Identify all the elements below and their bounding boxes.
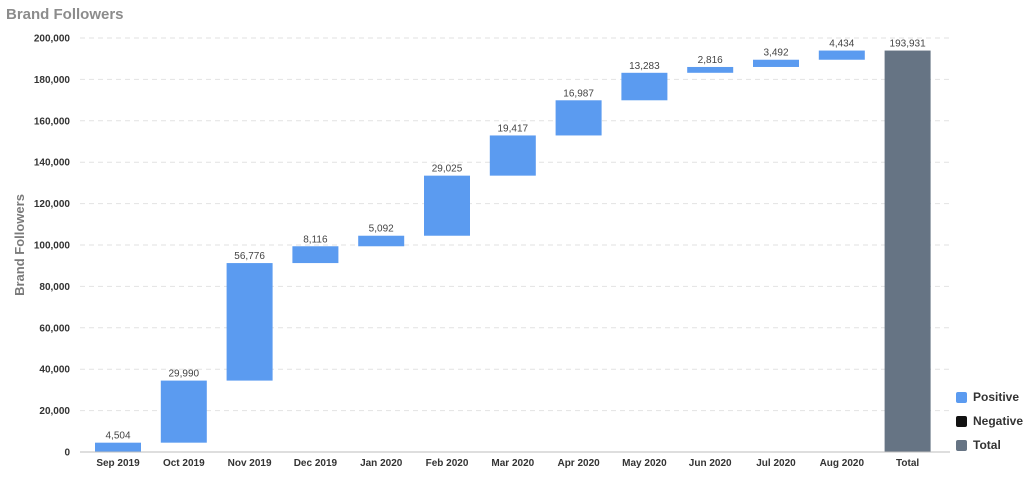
y-tick-label: 160,000 — [34, 116, 71, 127]
data-label: 13,283 — [629, 61, 660, 72]
bar-jan-2020[interactable] — [358, 235, 405, 247]
legend-label-positive: Positive — [973, 390, 1020, 404]
legend-swatch-negative — [956, 415, 967, 427]
bar-sep-2019[interactable] — [95, 442, 141, 452]
bar-aug-2020[interactable] — [818, 50, 865, 60]
bar-feb-2020[interactable] — [424, 175, 470, 236]
data-label: 56,776 — [234, 251, 265, 262]
legend-label-total: Total — [973, 438, 1001, 452]
y-tick-label: 120,000 — [34, 199, 71, 210]
chart-title: Brand Followers — [6, 6, 124, 23]
x-tick-label: Jun 2020 — [689, 458, 732, 469]
x-tick-label: May 2020 — [622, 458, 667, 469]
data-label: 29,990 — [169, 369, 200, 380]
data-label: 29,025 — [432, 164, 463, 175]
y-tick-label: 0 — [64, 448, 70, 459]
data-label: 4,504 — [105, 431, 130, 442]
bars — [95, 50, 931, 452]
y-axis-label: Brand Followers — [12, 194, 27, 296]
data-label: 19,417 — [498, 123, 529, 134]
legend-label-negative: Negative — [973, 414, 1024, 428]
y-axis-ticks: 0 20,000 40,000 60,000 80,000 100,000 120,000 1… — [34, 34, 71, 459]
legend: Positive Negative Total — [956, 385, 1023, 457]
y-tick-label: 20,000 — [39, 406, 70, 417]
legend-item-positive[interactable]: Positive — [956, 385, 1023, 409]
bar-dec-2019[interactable] — [292, 246, 339, 264]
data-label: 193,931 — [890, 39, 927, 50]
legend-item-negative[interactable]: Negative — [956, 409, 1023, 433]
bar-may-2020[interactable] — [621, 72, 668, 101]
y-tick-label: 200,000 — [34, 34, 71, 45]
x-axis-ticks: Sep 2019 Oct 2019 Nov 2019 Dec 2019 Jan 2020… — [96, 458, 919, 469]
data-label: 3,492 — [763, 48, 788, 59]
y-tick-label: 100,000 — [34, 241, 71, 252]
y-tick-label: 80,000 — [39, 282, 70, 293]
x-tick-label: Jan 2020 — [360, 458, 403, 469]
x-tick-label: Mar 2020 — [491, 458, 534, 469]
data-label: 4,434 — [829, 39, 854, 50]
y-tick-label: 180,000 — [34, 75, 71, 86]
x-tick-label: Total — [896, 458, 919, 469]
legend-swatch-total — [956, 439, 967, 451]
x-tick-label: Feb 2020 — [426, 458, 469, 469]
x-tick-label: Aug 2020 — [820, 458, 865, 469]
data-label: 16,987 — [563, 88, 594, 99]
bar-total[interactable] — [884, 50, 931, 452]
bar-mar-2020[interactable] — [489, 135, 536, 176]
legend-item-total[interactable]: Total — [956, 433, 1023, 457]
bar-apr-2020[interactable] — [555, 100, 602, 136]
y-tick-label: 140,000 — [34, 158, 71, 169]
data-label: 2,816 — [698, 55, 723, 66]
data-label: 8,116 — [303, 234, 328, 245]
x-tick-label: Nov 2019 — [228, 458, 272, 469]
x-tick-label: Sep 2019 — [96, 458, 140, 469]
bar-oct-2019[interactable] — [160, 380, 207, 443]
x-tick-label: Oct 2019 — [163, 458, 205, 469]
y-tick-label: 60,000 — [39, 323, 70, 334]
x-tick-label: Jul 2020 — [756, 458, 796, 469]
legend-swatch-positive — [956, 391, 967, 403]
gridlines — [80, 37, 950, 412]
x-tick-label: Dec 2019 — [294, 458, 338, 469]
bar-jun-2020[interactable] — [687, 66, 734, 73]
data-labels: 4,504 29,990 56,776 8,116 5,092 29,025 19,417 1… — [105, 39, 926, 442]
data-label: 5,092 — [369, 224, 394, 235]
bar-nov-2019[interactable] — [226, 263, 273, 381]
x-tick-label: Apr 2020 — [557, 458, 600, 469]
bar-jul-2020[interactable] — [753, 59, 799, 67]
y-tick-label: 40,000 — [39, 365, 70, 376]
